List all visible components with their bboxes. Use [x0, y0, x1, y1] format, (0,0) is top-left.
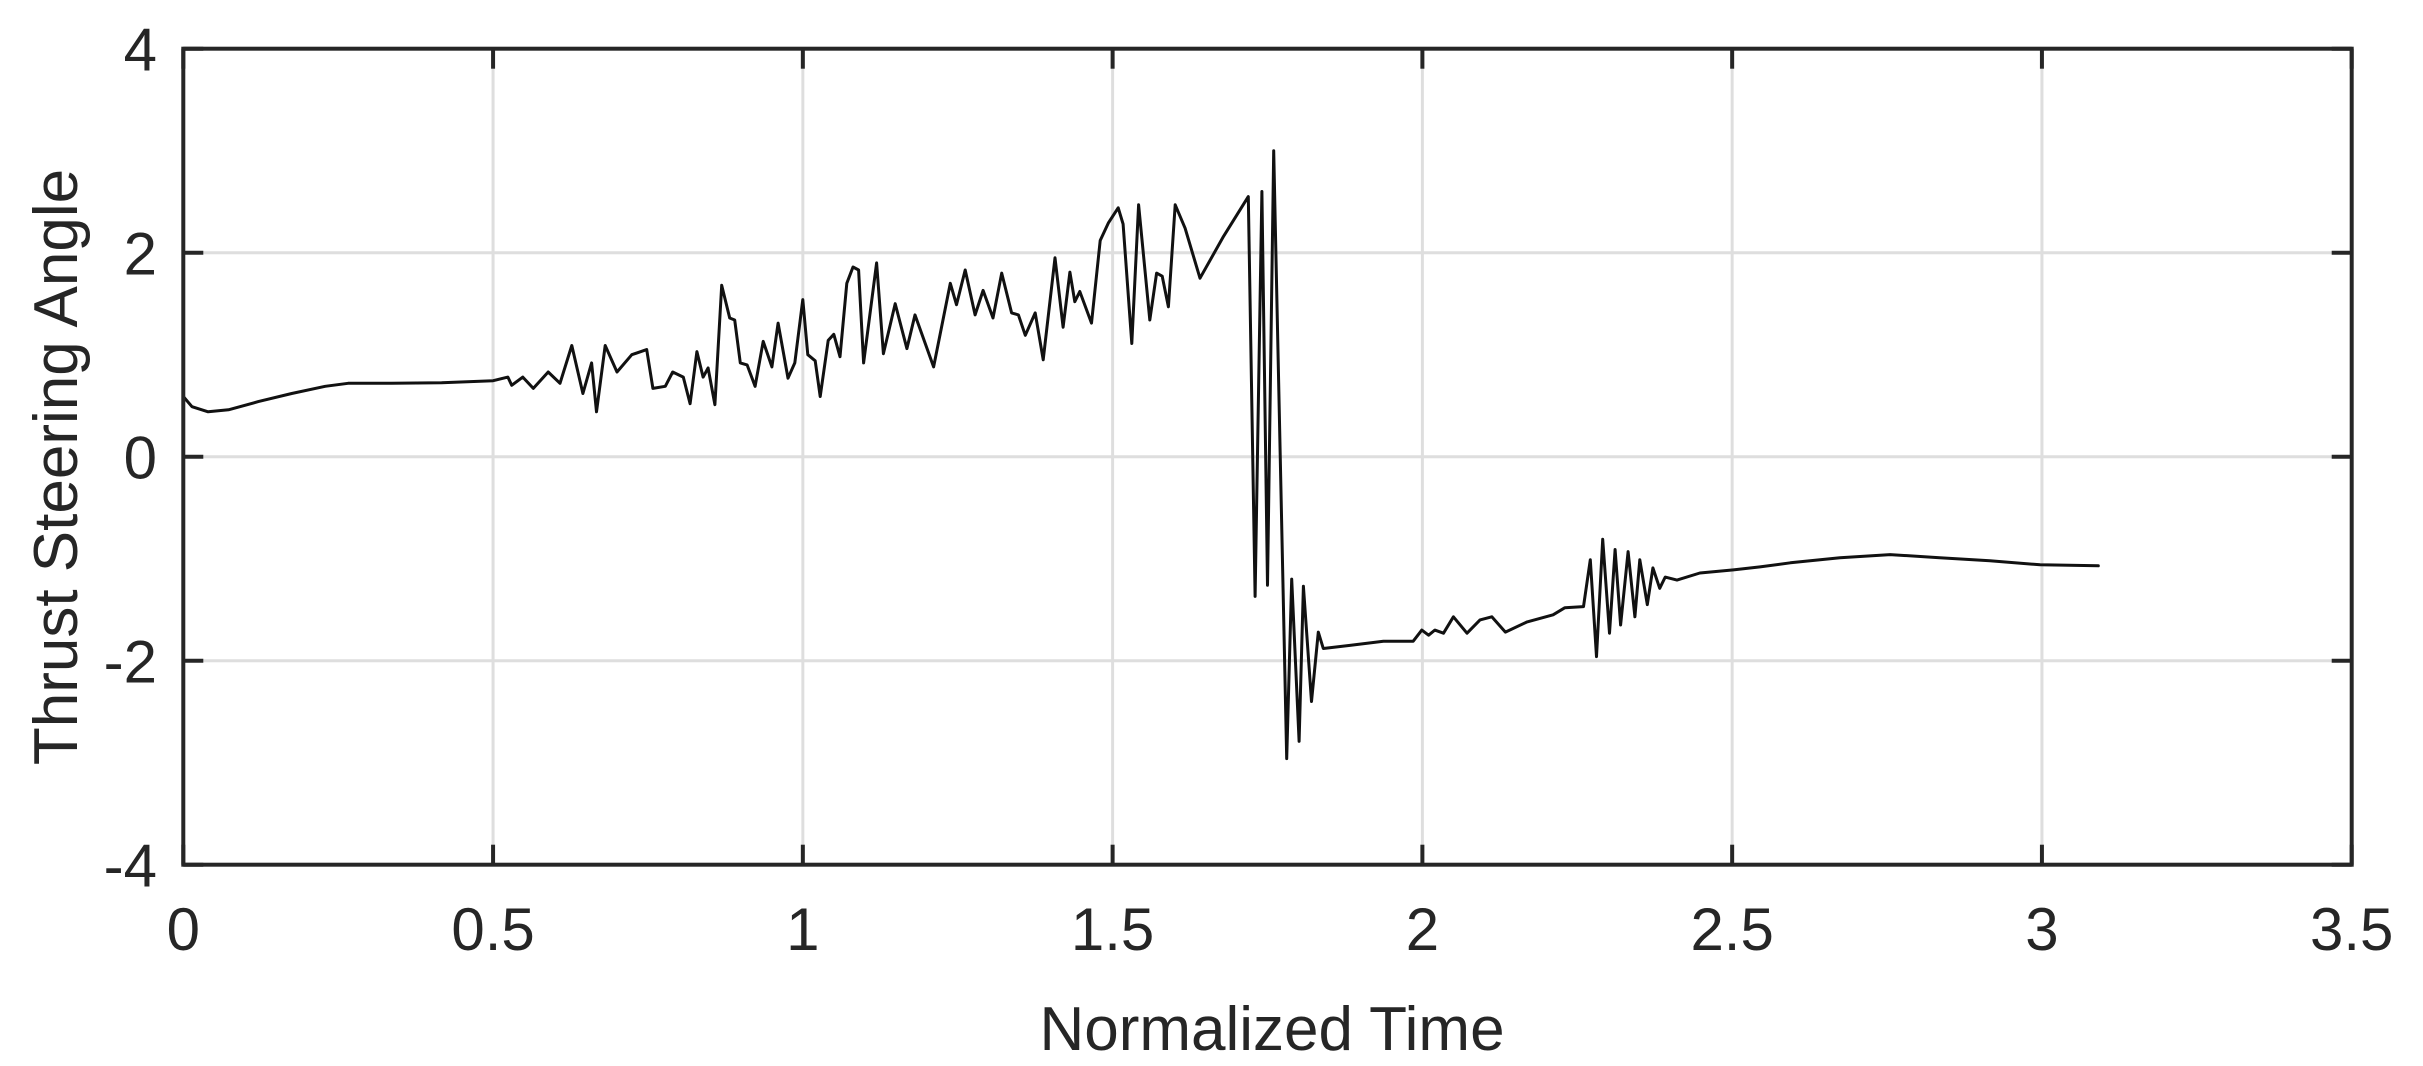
plot-series — [181, 149, 2100, 761]
y-tick-label: -2 — [104, 629, 157, 696]
axis-ticks — [181, 46, 2354, 867]
x-tick-label: 2 — [1406, 896, 1439, 963]
y-tick-label: 4 — [124, 17, 157, 84]
x-axis-label: Normalized Time — [1039, 995, 1504, 1064]
x-tick-label: 0 — [167, 896, 200, 963]
x-tick-label: 0.5 — [451, 896, 534, 963]
y-tick-labels: -4 -2 0 2 4 — [104, 17, 157, 900]
x-tick-label: 3 — [2025, 896, 2058, 963]
y-axis-label: Thrust Steering Angle — [22, 169, 91, 765]
y-tick-label: -4 — [104, 833, 157, 900]
x-tick-label: 3.5 — [2310, 896, 2393, 963]
y-tick-label: 2 — [124, 221, 157, 288]
x-tick-label: 2.5 — [1690, 896, 1773, 963]
x-tick-label: 1 — [786, 896, 819, 963]
x-tick-labels: 0 0.5 1 1.5 2 2.5 3 3.5 — [167, 896, 2394, 963]
series-line — [181, 149, 2100, 761]
x-tick-label: 1.5 — [1071, 896, 1154, 963]
y-tick-label: 0 — [124, 425, 157, 492]
grid-lines — [183, 48, 2352, 865]
